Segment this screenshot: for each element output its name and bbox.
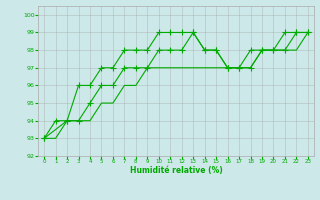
X-axis label: Humidité relative (%): Humidité relative (%) [130,166,222,175]
